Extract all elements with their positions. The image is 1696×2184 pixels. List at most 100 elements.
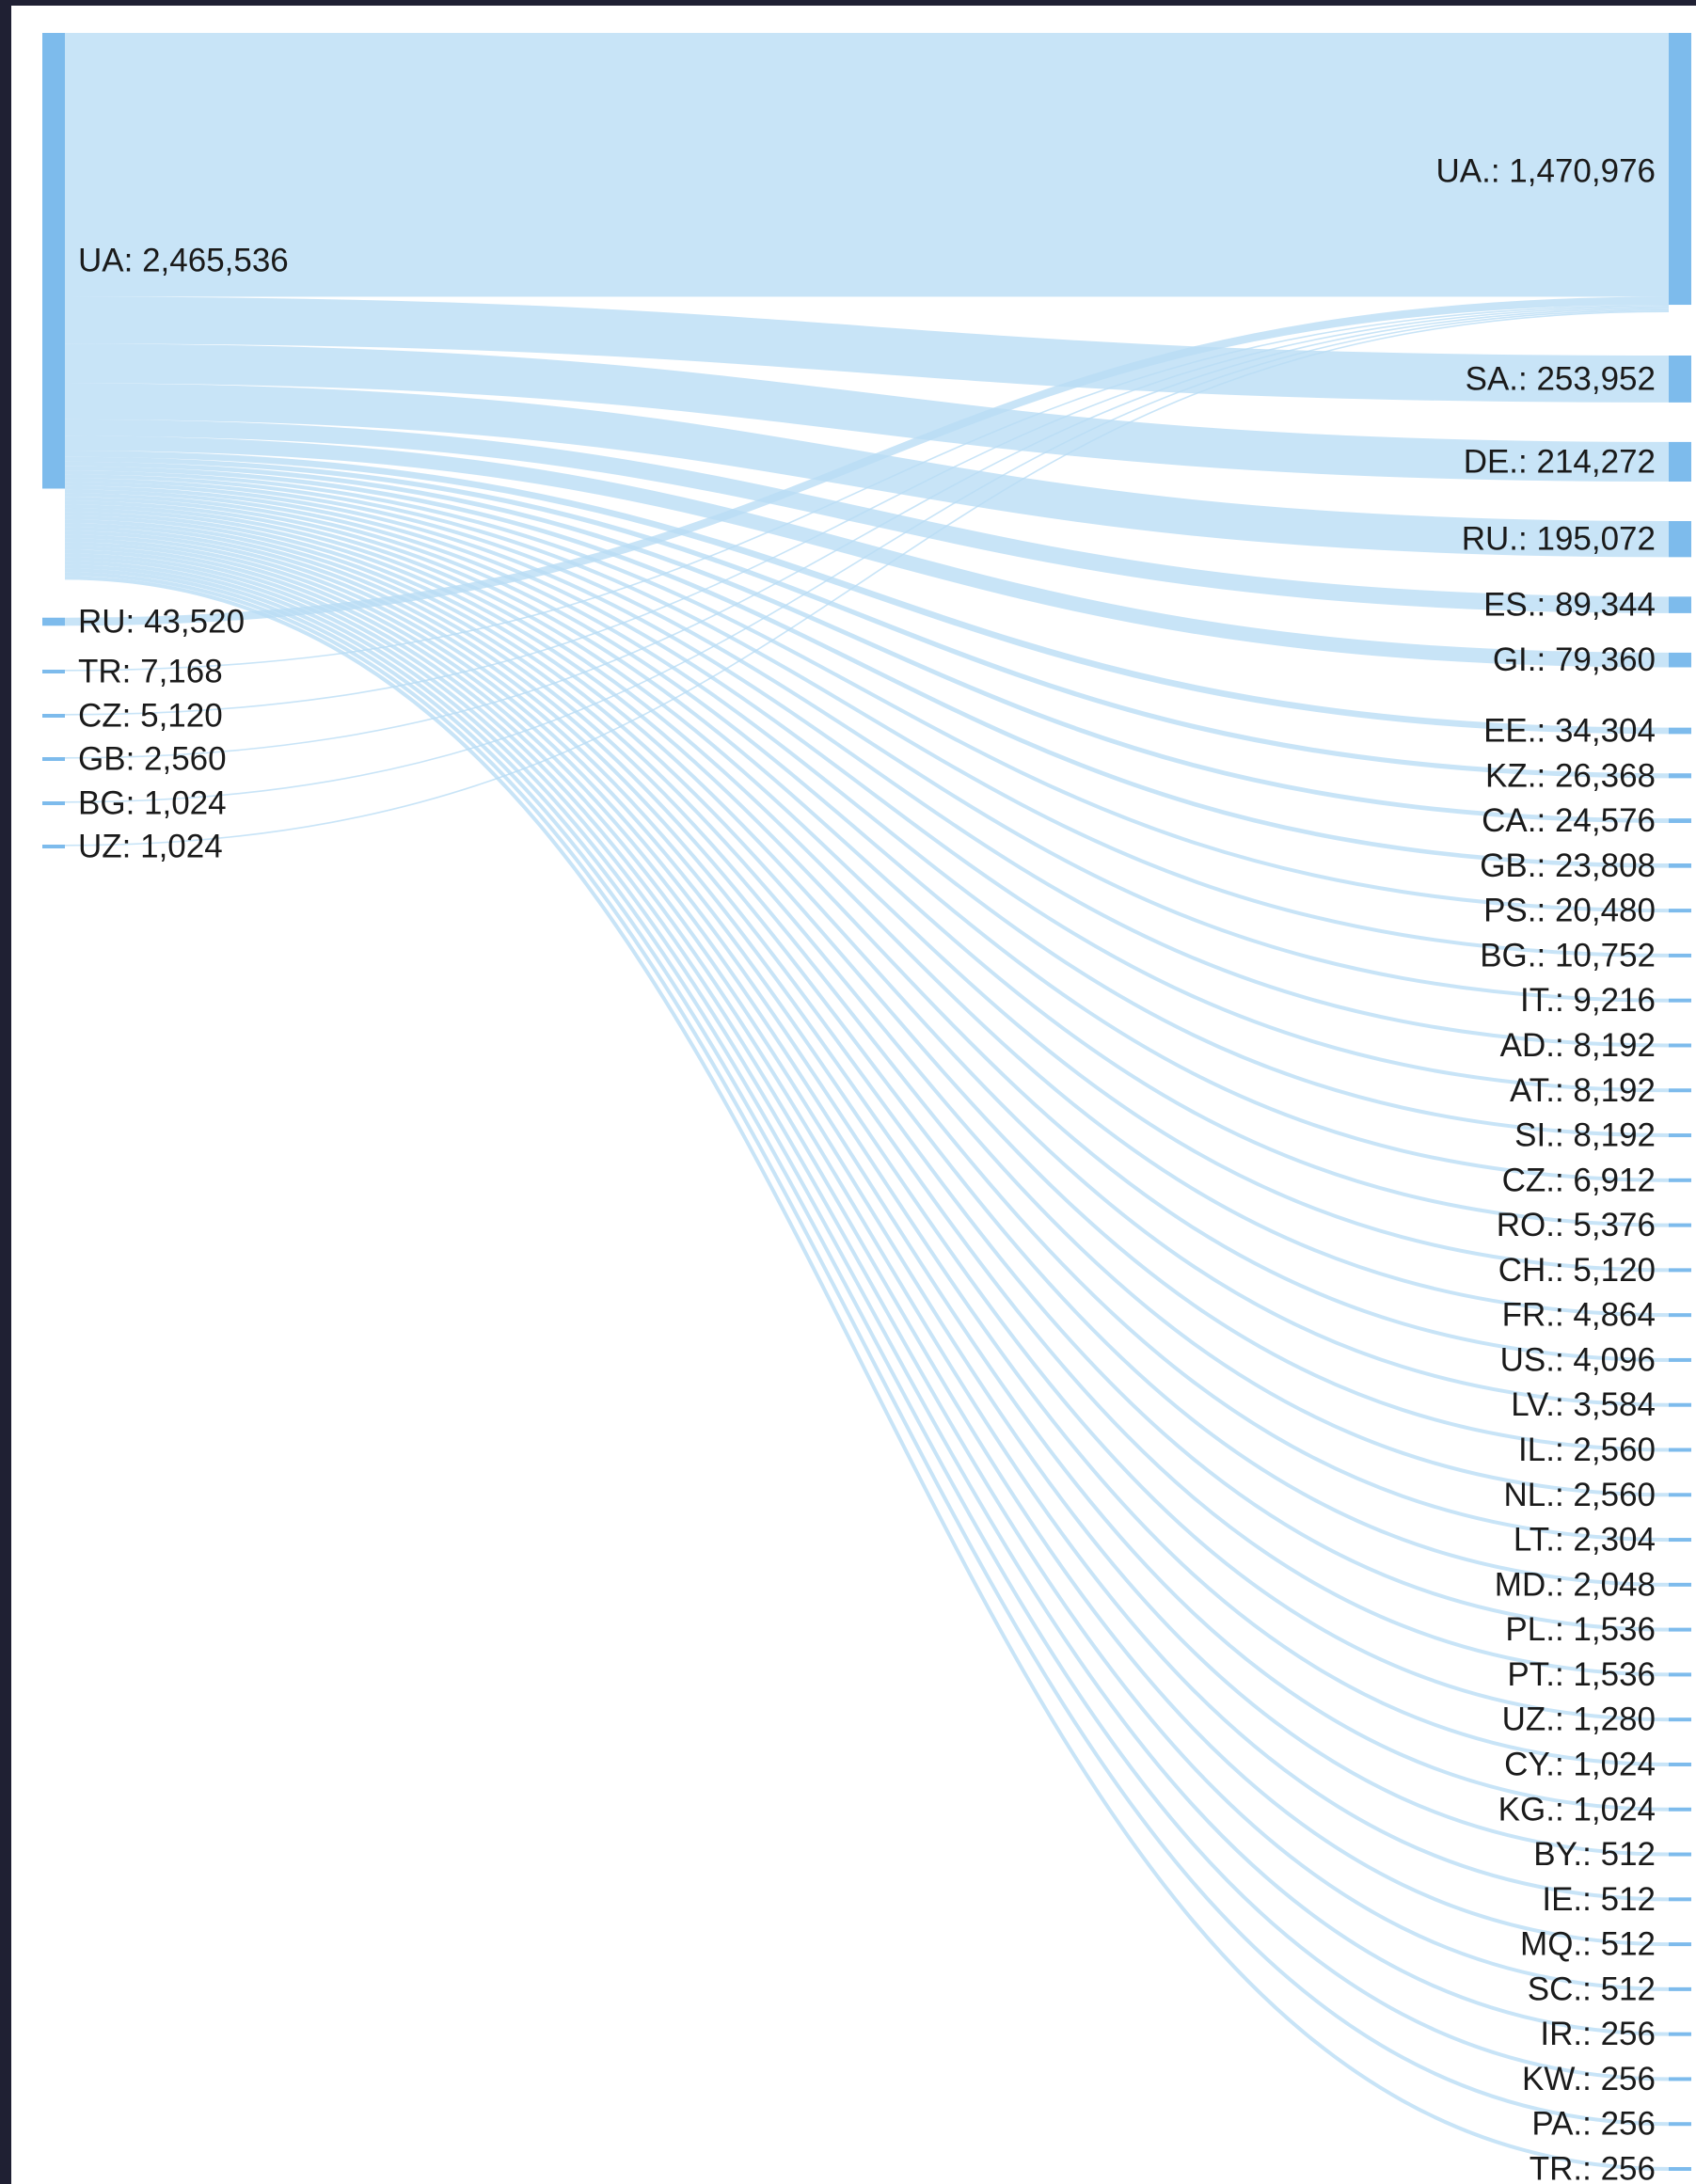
source-node-ua xyxy=(42,33,65,489)
link-ua-to-il xyxy=(64,515,1670,1452)
target-label-tr: TR.: 256 xyxy=(1530,2151,1656,2184)
source-label-gb: GB: 2,560 xyxy=(78,741,227,778)
link-ua-to-ie xyxy=(64,553,1670,1902)
link-ua-to-by xyxy=(64,549,1670,1857)
link-ua-to-ir xyxy=(64,564,1670,2036)
link-ua-to-de xyxy=(64,343,1670,483)
target-node-lt xyxy=(1669,1538,1691,1543)
target-node-ee xyxy=(1669,727,1691,735)
link-ua-to-pa xyxy=(64,572,1670,2127)
target-node-ru xyxy=(1669,521,1691,558)
link-ua-to-kg xyxy=(64,546,1670,1812)
target-label-sc: SC.: 512 xyxy=(1528,1970,1656,2007)
target-node-ca xyxy=(1669,818,1691,823)
target-node-kz xyxy=(1669,773,1691,779)
target-label-ie: IE.: 512 xyxy=(1542,1881,1656,1918)
target-node-md xyxy=(1669,1582,1691,1587)
target-node-it xyxy=(1669,998,1691,1003)
target-node-ir xyxy=(1669,2032,1691,2036)
flow-nodes xyxy=(42,33,1691,2171)
target-node-tr xyxy=(1669,2167,1691,2171)
target-node-ua xyxy=(1669,33,1691,306)
target-label-ru: RU.: 195,072 xyxy=(1462,521,1656,558)
target-node-by xyxy=(1669,1852,1691,1857)
source-label-ua: UA: 2,465,536 xyxy=(78,243,289,279)
link-ua-to-ps xyxy=(64,470,1670,913)
sankey-diagram: UA: 2,465,536 RU: 43,520 TR: 7,168 CZ: 5,12… xyxy=(42,33,1691,2184)
target-node-us xyxy=(1669,1357,1691,1362)
target-node-si xyxy=(1669,1133,1691,1138)
target-label-cy: CY.: 1,024 xyxy=(1504,1746,1656,1782)
sankey-panel: UA: 2,465,536 RU: 43,520 TR: 7,168 CZ: 5,12… xyxy=(11,6,1696,2184)
target-label-it: IT.: 9,216 xyxy=(1520,982,1656,1019)
source-label-ru: RU: 43,520 xyxy=(78,604,245,641)
link-ua-to-fr xyxy=(64,504,1670,1318)
link-ua-to-nl xyxy=(64,519,1670,1497)
target-label-uz: UZ.: 1,280 xyxy=(1502,1701,1656,1738)
target-label-by: BY.: 512 xyxy=(1533,1836,1656,1873)
target-label-ro: RO.: 5,376 xyxy=(1497,1207,1656,1243)
flow-links xyxy=(64,33,1670,2171)
source-label-uz: UZ: 1,024 xyxy=(78,829,223,865)
target-node-gb xyxy=(1669,863,1691,868)
target-node-es xyxy=(1669,596,1691,613)
link-ua-to-lt xyxy=(64,523,1670,1543)
target-label-nl: NL.: 2,560 xyxy=(1504,1477,1656,1513)
target-node-ad xyxy=(1669,1043,1691,1048)
target-node-sc xyxy=(1669,1986,1691,1991)
target-label-ps: PS.: 20,480 xyxy=(1483,893,1656,929)
link-ua-to-gi xyxy=(64,435,1670,668)
target-label-bg: BG.: 10,752 xyxy=(1480,937,1656,973)
target-node-ch xyxy=(1669,1268,1691,1273)
link-ua-to-es xyxy=(64,419,1670,613)
link-ua-to-si xyxy=(64,489,1670,1138)
target-node-pl xyxy=(1669,1627,1691,1632)
target-node-bg xyxy=(1669,953,1691,957)
target-node-il xyxy=(1669,1448,1691,1452)
link-ua-to-lv xyxy=(64,512,1670,1407)
target-label-es: ES.: 89,344 xyxy=(1483,587,1656,624)
target-label-pt: PT.: 1,536 xyxy=(1507,1656,1656,1693)
target-node-nl xyxy=(1669,1493,1691,1497)
source-node-cz xyxy=(42,714,65,718)
target-label-il: IL.: 2,560 xyxy=(1518,1432,1656,1468)
target-node-mq xyxy=(1669,1942,1691,1947)
target-node-at xyxy=(1669,1088,1691,1093)
target-label-fr: FR.: 4,864 xyxy=(1502,1297,1656,1334)
node-labels: UA: 2,465,536 RU: 43,520 TR: 7,168 CZ: 5,12… xyxy=(78,153,1656,2184)
target-label-us: US.: 4,096 xyxy=(1500,1341,1656,1378)
link-ua-to-ca xyxy=(64,461,1670,823)
target-label-sa: SA.: 253,952 xyxy=(1466,360,1656,397)
target-node-pt xyxy=(1669,1672,1691,1677)
target-label-gi: GI.: 79,360 xyxy=(1493,641,1656,678)
target-label-ch: CH.: 5,120 xyxy=(1498,1252,1656,1289)
source-label-tr: TR: 7,168 xyxy=(78,654,223,690)
target-node-lv xyxy=(1669,1402,1691,1407)
link-ua-to-gb xyxy=(64,466,1670,868)
link-ua-to-at xyxy=(64,485,1670,1093)
target-label-de: DE.: 214,272 xyxy=(1464,443,1656,480)
target-node-ie xyxy=(1669,1897,1691,1902)
link-ua-to-sa xyxy=(64,296,1670,403)
target-node-cz xyxy=(1669,1178,1691,1182)
link-ua-to-kw xyxy=(64,568,1670,2081)
link-ua-to-kz xyxy=(64,456,1670,779)
link-uz-to-ua xyxy=(64,310,1670,847)
link-ua-to-ru xyxy=(64,383,1670,558)
target-label-md: MD.: 2,048 xyxy=(1495,1566,1656,1603)
target-label-gb: GB.: 23,808 xyxy=(1480,847,1656,884)
link-ua-to-sc xyxy=(64,561,1670,1991)
target-label-mq: MQ.: 512 xyxy=(1520,1926,1656,1963)
target-label-lt: LT.: 2,304 xyxy=(1514,1522,1656,1559)
link-ua-to-cz xyxy=(64,493,1670,1182)
link-ua-to-ad xyxy=(64,482,1670,1048)
target-node-sa xyxy=(1669,356,1691,403)
target-node-kw xyxy=(1669,2077,1691,2081)
source-label-cz: CZ: 5,120 xyxy=(78,698,223,735)
link-ua-to-pt xyxy=(64,534,1670,1677)
target-label-ee: EE.: 34,304 xyxy=(1483,713,1656,750)
link-gb-to-ua xyxy=(64,308,1670,759)
link-ua-to-cy xyxy=(64,542,1670,1766)
target-node-de xyxy=(1669,441,1691,483)
target-node-pa xyxy=(1669,2122,1691,2127)
